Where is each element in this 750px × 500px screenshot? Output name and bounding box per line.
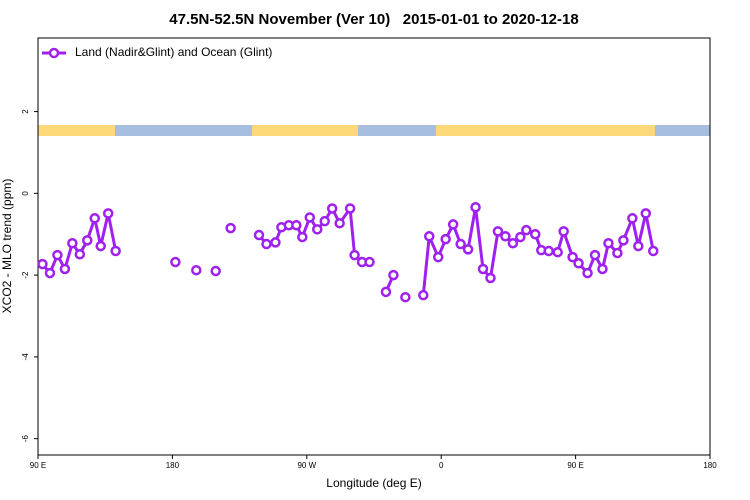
data-point xyxy=(447,219,459,230)
data-point xyxy=(67,237,78,249)
land-strip xyxy=(436,125,655,136)
data-point xyxy=(477,263,489,275)
data-point xyxy=(364,256,375,268)
data-line xyxy=(257,204,370,264)
legend-marker xyxy=(48,47,60,59)
data-point xyxy=(344,203,356,214)
data-point xyxy=(515,231,526,243)
data-point xyxy=(633,240,644,252)
data-point xyxy=(552,246,563,258)
data-point xyxy=(492,226,504,237)
data-point xyxy=(334,217,345,229)
land-ocean-band xyxy=(38,125,710,136)
data-point xyxy=(270,237,281,248)
chart-title: 47.5N-52.5N November (Ver 10) 2015-01-01… xyxy=(169,11,578,28)
data-point xyxy=(455,238,466,250)
data-point xyxy=(191,264,202,276)
data-point xyxy=(573,258,584,269)
x-tick-label: 90 E xyxy=(30,461,46,470)
data-point xyxy=(44,267,56,279)
data-point xyxy=(582,267,593,279)
data-point xyxy=(59,263,71,275)
data-point xyxy=(432,251,444,263)
data-point xyxy=(210,265,221,277)
data-point xyxy=(170,256,181,268)
data-point xyxy=(521,224,532,236)
legend-label: Land (Nadir&Glint) and Ocean (Glint) xyxy=(75,45,272,59)
data-point xyxy=(418,289,429,301)
x-axis-label: Longitude (deg E) xyxy=(326,476,421,490)
data-point xyxy=(297,231,308,243)
y-tick-label: 2 xyxy=(21,109,30,114)
data-point xyxy=(648,245,659,257)
x-tick-label: 90 E xyxy=(567,461,583,470)
data-point xyxy=(82,235,93,246)
data-point xyxy=(89,213,100,224)
y-tick-label: -6 xyxy=(21,435,30,443)
data-point xyxy=(380,286,392,298)
data-point xyxy=(37,258,48,270)
data-point xyxy=(304,212,316,223)
x-tick-label: 0 xyxy=(439,461,444,470)
data-point xyxy=(261,238,272,250)
data-point xyxy=(400,291,411,303)
data-point xyxy=(567,251,578,263)
data-point xyxy=(95,240,106,252)
data-point xyxy=(618,235,629,246)
x-tick-label: 90 W xyxy=(297,461,316,470)
data-point xyxy=(388,269,399,281)
land-strip xyxy=(252,125,358,136)
data-point xyxy=(530,228,541,240)
data-point xyxy=(319,215,330,227)
data-point xyxy=(597,263,608,275)
x-tick-label: 180 xyxy=(703,461,717,470)
data-point xyxy=(500,231,511,242)
data-point xyxy=(424,231,435,242)
y-tick-label: 0 xyxy=(21,191,30,196)
data-point xyxy=(326,203,338,214)
data-point xyxy=(349,249,360,261)
data-point xyxy=(470,202,481,213)
x-tick-label: 180 xyxy=(166,461,180,470)
data-point xyxy=(52,249,63,261)
data-point xyxy=(462,244,474,255)
land-strip xyxy=(38,125,115,136)
y-tick-label: -2 xyxy=(21,271,30,279)
data-point xyxy=(543,245,554,257)
data-point xyxy=(589,249,601,261)
plot-frame xyxy=(37,37,711,456)
data-point xyxy=(74,249,86,260)
data-point xyxy=(102,208,114,219)
data-point xyxy=(253,229,265,241)
data-point xyxy=(612,247,623,259)
data-point xyxy=(558,226,569,237)
data-point xyxy=(110,245,121,257)
data-point xyxy=(225,222,236,234)
ocean-strip xyxy=(38,125,710,136)
data-point xyxy=(291,219,302,231)
data-point xyxy=(312,224,323,235)
data-point xyxy=(627,213,638,224)
data-point xyxy=(485,272,496,284)
data-point xyxy=(440,233,451,245)
data-point xyxy=(640,208,652,219)
y-tick-label: -4 xyxy=(21,353,30,361)
y-axis-label: XCO2 - MLO trend (ppm) xyxy=(0,179,14,314)
data-point xyxy=(507,237,519,249)
data-point xyxy=(603,237,614,249)
